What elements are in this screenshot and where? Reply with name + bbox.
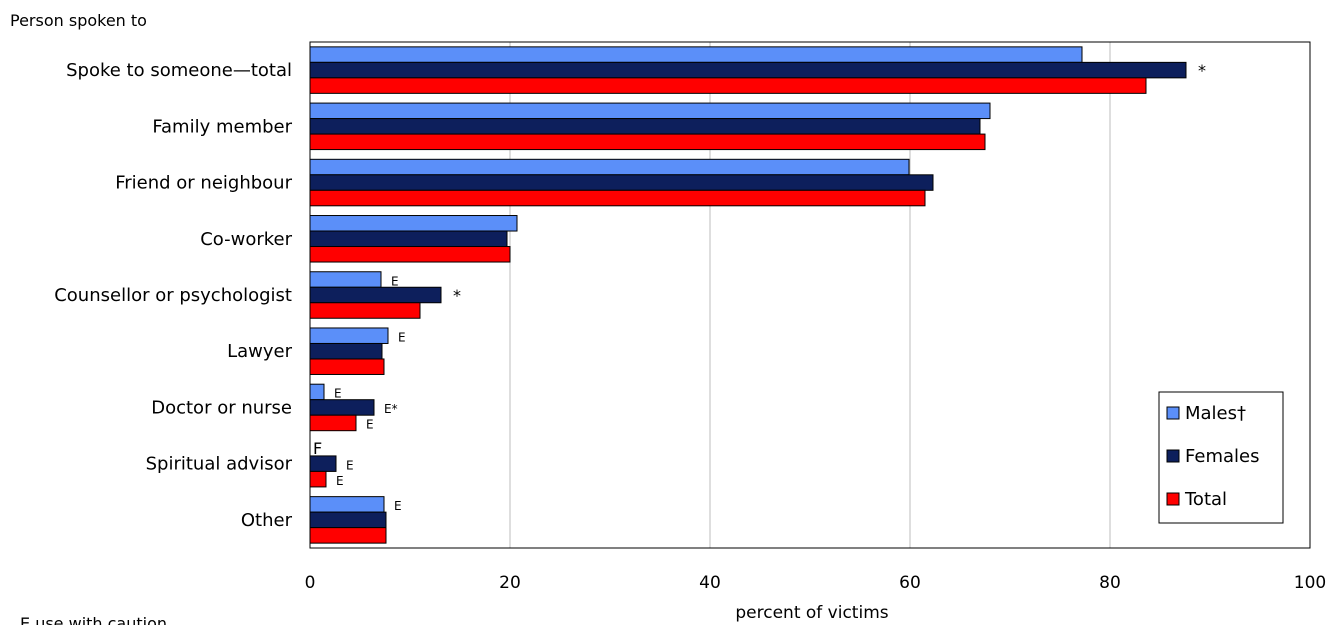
plot-frame xyxy=(309,41,1311,549)
flag-males-spiritual-advisor: F xyxy=(313,439,322,458)
legend-label-males: Males† xyxy=(1185,403,1246,424)
bar-total-doctor-or-nurse xyxy=(309,414,357,432)
category-label: Counsellor or psychologist xyxy=(54,285,292,306)
x-axis-title: percent of victims xyxy=(735,603,888,623)
x-tick-label: 0 xyxy=(305,573,316,593)
bar-males-friend-or-neighbour xyxy=(309,158,910,176)
x-tick-labels: 0 20 40 60 80 100 xyxy=(305,573,1327,593)
bar-females-family-member xyxy=(309,118,981,135)
bar-males-other xyxy=(309,496,385,513)
bar-females-co-worker xyxy=(309,230,508,248)
bar-males-lawyer xyxy=(309,327,389,344)
flag-males-doctor-or-nurse: E xyxy=(334,387,342,401)
bar-total-lawyer xyxy=(309,358,385,375)
bar-females-doctor-or-nurse xyxy=(309,399,375,416)
legend: Males† Females Total xyxy=(1158,391,1284,524)
flag-females-spiritual-advisor: E xyxy=(346,458,354,472)
bar-females-counsellor-or-psychologist xyxy=(309,286,442,304)
bar-females-other xyxy=(309,511,387,529)
category-label: Friend or neighbour xyxy=(115,173,292,194)
category-label: Co-worker xyxy=(200,229,292,250)
legend-swatch-females xyxy=(1166,449,1180,463)
footnote: E use with caution xyxy=(20,614,167,625)
bar-females-spiritual-advisor xyxy=(309,455,337,472)
category-labels: Spoke to someone—total Family member Frien… xyxy=(54,60,292,531)
bar-males-doctor-or-nurse xyxy=(309,383,325,401)
legend-label-females: Females xyxy=(1185,446,1259,467)
flag-females-spoke-to-someone-total: * xyxy=(1198,61,1206,80)
bar-total-spiritual-advisor xyxy=(309,470,327,488)
category-label: Other xyxy=(241,510,293,531)
category-label: Spiritual advisor xyxy=(146,454,293,475)
bars xyxy=(309,46,1187,544)
bar-total-counsellor-or-psychologist xyxy=(309,302,421,319)
y-axis-title: Person spoken to xyxy=(10,11,147,30)
flag-males-lawyer: E xyxy=(398,330,406,344)
bar-males-co-worker xyxy=(309,215,518,232)
category-label: Doctor or nurse xyxy=(151,397,292,418)
bar-total-other xyxy=(309,527,387,544)
legend-swatch-total xyxy=(1166,492,1180,506)
flag-males-other: E xyxy=(394,499,402,513)
flag-females-doctor-or-nurse: E* xyxy=(384,402,398,416)
bar-total-friend-or-neighbour xyxy=(309,189,926,207)
category-label: Spoke to someone—total xyxy=(66,60,292,81)
x-tick-label: 100 xyxy=(1294,573,1326,593)
bar-males-family-member xyxy=(309,102,991,120)
bar-total-co-worker xyxy=(309,246,511,263)
bar-total-family-member xyxy=(309,133,986,151)
bar-females-friend-or-neighbour xyxy=(309,174,934,191)
flag-total-spiritual-advisor: E xyxy=(336,474,344,488)
bar-females-spoke-to-someone-total xyxy=(309,61,1187,79)
bar-total-spoke-to-someone-total xyxy=(309,77,1147,94)
flag-males-counsellor-or-psychologist: E xyxy=(391,274,399,288)
legend-label-total: Total xyxy=(1184,489,1227,510)
x-tick-label: 80 xyxy=(1099,573,1121,593)
flag-females-counsellor-or-psychologist: * xyxy=(453,286,461,305)
legend-box xyxy=(1158,391,1284,524)
x-tick-label: 60 xyxy=(899,573,921,593)
x-tick-label: 20 xyxy=(499,573,521,593)
category-label: Lawyer xyxy=(227,341,293,362)
bar-males-spoke-to-someone-total xyxy=(309,46,1083,63)
flag-total-doctor-or-nurse: E xyxy=(366,418,374,432)
category-label: Family member xyxy=(152,116,292,137)
bar-females-lawyer xyxy=(309,342,383,360)
bar-males-counsellor-or-psychologist xyxy=(309,271,382,288)
x-tick-label: 40 xyxy=(699,573,721,593)
legend-swatch-males xyxy=(1166,406,1180,420)
